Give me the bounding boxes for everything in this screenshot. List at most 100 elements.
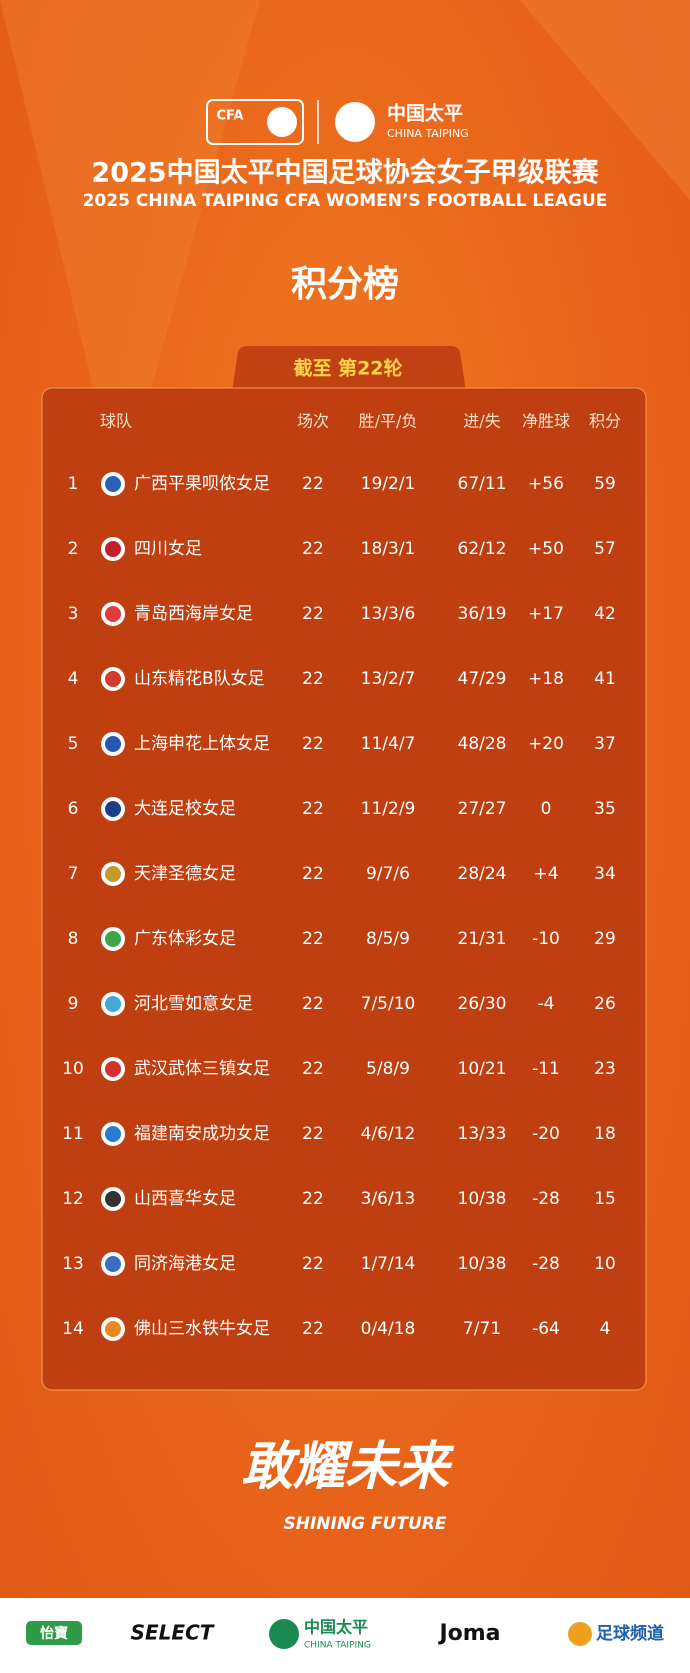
cell: 22 — [302, 1189, 324, 1209]
slogan: 敢耀未来 — [241, 1437, 455, 1497]
cell: 22 — [302, 669, 324, 689]
cell: 3/6/13 — [361, 1189, 416, 1209]
sponsor-name: 中国太平 — [387, 102, 463, 125]
cell: +56 — [528, 474, 564, 494]
cell: 11/2/9 — [361, 799, 416, 819]
cell: 9/7/6 — [366, 864, 410, 884]
cell: 47/29 — [458, 669, 507, 689]
cell: 15 — [594, 1189, 616, 1209]
team-logo-inner — [105, 1126, 121, 1142]
cell: 7 — [68, 864, 79, 884]
column-header: 球队 — [100, 412, 132, 431]
cell: 18/3/1 — [361, 539, 416, 559]
cell: +50 — [528, 539, 564, 559]
cell: 12 — [62, 1189, 84, 1209]
cell: 22 — [302, 734, 324, 754]
team-logo-inner — [105, 801, 121, 817]
cell: 27/27 — [458, 799, 507, 819]
cell: 1/7/14 — [361, 1254, 416, 1274]
sponsor-badge — [269, 1619, 299, 1649]
round-tab — [232, 346, 466, 392]
cell: 11/4/7 — [361, 734, 416, 754]
cell: 13/3/6 — [361, 604, 416, 624]
column-header: 积分 — [589, 412, 621, 431]
team-logo-inner — [105, 476, 121, 492]
heading: 积分榜 — [291, 264, 399, 305]
cell: 23 — [594, 1059, 616, 1079]
team-name: 广西平果呗侬女足 — [134, 474, 270, 494]
title-en: 2025 CHINA TAIPING CFA WOMEN’S FOOTBALL … — [83, 191, 608, 211]
cell: 4 — [68, 669, 79, 689]
cell: 2 — [68, 539, 79, 559]
cell: +18 — [528, 669, 564, 689]
team-name: 武汉武体三镇女足 — [134, 1059, 270, 1079]
cell: 29 — [594, 929, 616, 949]
team-name: 青岛西海岸女足 — [134, 604, 253, 624]
team-name: 上海申花上体女足 — [134, 734, 270, 754]
column-header: 场次 — [297, 412, 329, 431]
cell: 34 — [594, 864, 616, 884]
cell: 22 — [302, 1319, 324, 1339]
team-logo-inner — [105, 996, 121, 1012]
cell: 5/8/9 — [366, 1059, 410, 1079]
sponsor: 足球频道 — [596, 1623, 664, 1644]
sponsor: 中国太平 — [304, 1618, 368, 1637]
team-logo-inner — [105, 931, 121, 947]
team-name: 同济海港女足 — [134, 1254, 236, 1274]
column-header: 进/失 — [463, 412, 500, 431]
sponsor: CHINA TAIPING — [304, 1641, 371, 1651]
cell: 5 — [68, 734, 79, 754]
taiping-emblem — [335, 102, 375, 142]
cell: 21/31 — [458, 929, 507, 949]
cell: 22 — [302, 474, 324, 494]
team-name: 福建南安成功女足 — [134, 1124, 270, 1144]
cell: -4 — [538, 994, 555, 1014]
cell: -20 — [532, 1124, 560, 1144]
cell: -28 — [532, 1254, 560, 1274]
team-logo-inner — [105, 671, 121, 687]
sponsor-badge — [26, 1621, 82, 1645]
column-header: 净胜球 — [522, 412, 570, 431]
cell: 22 — [302, 799, 324, 819]
cell: 22 — [302, 1254, 324, 1274]
round: 截至 第22轮 — [293, 357, 402, 380]
cell: -11 — [532, 1059, 560, 1079]
slogan-en: SHINING FUTURE — [284, 1514, 447, 1534]
cell: 22 — [302, 1124, 324, 1144]
team-name: 山东精花B队女足 — [134, 669, 265, 689]
cell: 35 — [594, 799, 616, 819]
cell: 57 — [594, 539, 616, 559]
team-logo-inner — [105, 1061, 121, 1077]
cell: 22 — [302, 604, 324, 624]
cell: 10 — [62, 1059, 84, 1079]
cell: 13 — [62, 1254, 84, 1274]
standings-table: 球队 场次 胜/平/负 进/失 净胜球 积分 1 广西平果呗侬女足 22 19/2/1 67/11 +… — [62, 412, 621, 1341]
sponsor-name-en: CHINA TAIPING — [387, 127, 469, 140]
team-logo-inner — [105, 1191, 121, 1207]
cell: 3 — [68, 604, 79, 624]
cell: 10/38 — [458, 1189, 507, 1209]
cell: 42 — [594, 604, 616, 624]
cell: 9 — [68, 994, 79, 1014]
team-logo-inner — [105, 866, 121, 882]
team-name: 四川女足 — [134, 539, 202, 559]
team-name: 河北雪如意女足 — [134, 994, 253, 1014]
team-logo-inner — [105, 736, 121, 752]
team-name: 大连足校女足 — [134, 799, 236, 819]
cfa-logo-box — [206, 99, 304, 145]
title: 2025中国太平中国足球协会女子甲级联赛 — [91, 157, 599, 189]
cell: 26/30 — [458, 994, 507, 1014]
cell: +20 — [528, 734, 564, 754]
cell: -28 — [532, 1189, 560, 1209]
cell: 22 — [302, 864, 324, 884]
cell: 37 — [594, 734, 616, 754]
cell: 10/38 — [458, 1254, 507, 1274]
cell: 18 — [594, 1124, 616, 1144]
cell: 8/5/9 — [366, 929, 410, 949]
cell: 10 — [594, 1254, 616, 1274]
cell: 7/5/10 — [361, 994, 416, 1014]
sponsor-badge — [568, 1622, 592, 1646]
cell: 48/28 — [458, 734, 507, 754]
team-logo-inner — [105, 1321, 121, 1337]
